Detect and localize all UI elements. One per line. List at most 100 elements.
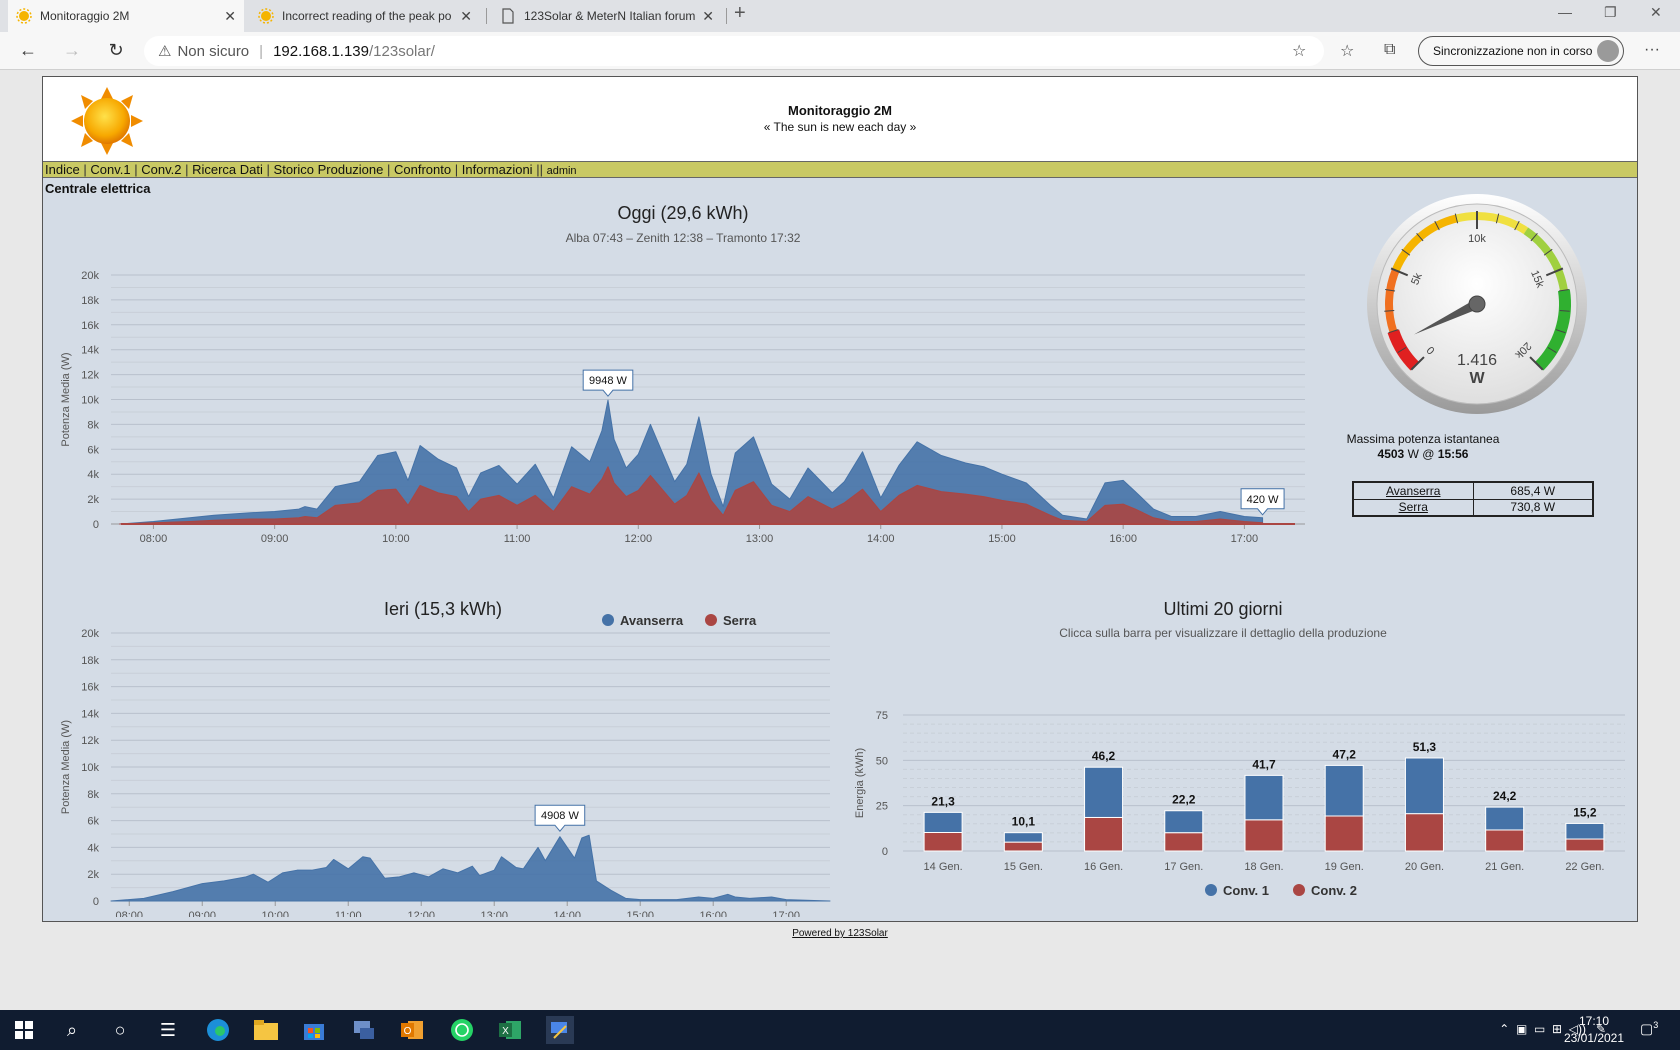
- excel-icon[interactable]: X: [496, 1016, 524, 1044]
- bar-conv1: [1084, 766, 1124, 818]
- back-icon[interactable]: ←: [19, 40, 37, 60]
- gauge-tick: [1397, 346, 1407, 354]
- inverter-link-serra[interactable]: Serra: [1398, 500, 1428, 515]
- x-tick-label: 16:00: [699, 910, 727, 917]
- menu-separator: |: [134, 162, 138, 177]
- tab-incorrect-reading[interactable]: Incorrect reading of the peak po ✕: [250, 0, 480, 32]
- annotation-label: 4908 W: [541, 810, 580, 822]
- inverter-link-avanserra[interactable]: Avanserra: [1386, 483, 1441, 498]
- section-title: Centrale elettrica: [45, 181, 151, 196]
- bar-group[interactable]: [1324, 764, 1364, 852]
- search-icon[interactable]: ⌕: [66, 1019, 78, 1040]
- more-menu-icon[interactable]: ···: [1644, 41, 1660, 58]
- gauge-color-band: [1455, 212, 1529, 235]
- remote-desktop-icon[interactable]: [546, 1016, 574, 1044]
- close-tab-icon[interactable]: ✕: [702, 7, 714, 24]
- daily-energy-chart[interactable]: 0 25 50 75 Energia (kWh) 21,3 14 Gen. 10,1 15 Ge…: [843, 637, 1633, 921]
- x-tick-label: 17:00: [772, 910, 800, 917]
- gauge-tick: [1559, 310, 1570, 312]
- gauge-tick: [1543, 248, 1553, 256]
- network-app-icon[interactable]: [350, 1016, 378, 1044]
- y-tick-label: 16k: [81, 320, 99, 332]
- url-field[interactable]: ⚠ Non sicuro | 192.168.1.139/123solar/: [144, 36, 1324, 66]
- bar-conv2: [923, 832, 963, 852]
- x-tick-label: 18 Gen.: [1244, 861, 1283, 873]
- taskbar-clock[interactable]: 17:10 23/01/2021: [1552, 1013, 1636, 1047]
- gauge-tick: [1514, 220, 1520, 231]
- sync-button[interactable]: Sincronizzazione non in corso: [1418, 36, 1624, 66]
- task-view-icon[interactable]: ☰: [159, 1019, 177, 1040]
- x-tick-label: 14:00: [553, 910, 581, 917]
- bar-total-label: 22,2: [1172, 793, 1196, 807]
- tab-label: Monitoraggio 2M: [40, 9, 130, 23]
- bar-group[interactable]: [1003, 832, 1043, 852]
- gauge-unit: W: [1469, 370, 1485, 387]
- menu-item-indice[interactable]: Indice: [45, 162, 80, 177]
- x-tick-label: 14:00: [867, 533, 895, 545]
- x-tick-label: 17:00: [1231, 533, 1259, 545]
- notification-center-icon[interactable]: ▢3: [1640, 1020, 1659, 1037]
- bar-group[interactable]: [1565, 822, 1605, 852]
- inverter-name-cell: Serra: [1352, 498, 1474, 517]
- tab-forum[interactable]: 123Solar & MeterN Italian forum ✕: [492, 0, 722, 32]
- new-tab-icon[interactable]: +: [734, 2, 746, 24]
- gauge-tick: [1545, 267, 1564, 277]
- add-favorite-icon[interactable]: ☆: [1292, 43, 1307, 60]
- forward-icon[interactable]: →: [63, 40, 81, 60]
- outlook-icon[interactable]: O: [398, 1016, 426, 1044]
- svg-text:O: O: [404, 1026, 412, 1037]
- bar-conv2: [1164, 832, 1204, 852]
- warning-icon: ⚠: [158, 43, 172, 60]
- y-tick-label: 18k: [81, 655, 99, 667]
- menu-item-conv2[interactable]: Conv.2: [141, 162, 182, 177]
- y-tick-label: 10k: [81, 395, 99, 407]
- menu-item-ricerca-dati[interactable]: Ricerca Dati: [192, 162, 263, 177]
- y-tick-label: 12k: [81, 735, 99, 747]
- menu-item-storico-produzione[interactable]: Storico Produzione: [273, 162, 384, 177]
- bar-group[interactable]: [1244, 774, 1284, 852]
- bar-conv2: [1084, 816, 1124, 852]
- menu-item-conv1[interactable]: Conv.1: [90, 162, 131, 177]
- y-tick-label: 18k: [81, 295, 99, 307]
- menu-item-confronto[interactable]: Confronto: [394, 162, 452, 177]
- tab-monitoraggio[interactable]: Monitoraggio 2M ✕: [8, 0, 244, 32]
- close-window-icon[interactable]: ✕: [1650, 4, 1662, 20]
- edge-icon[interactable]: [204, 1016, 232, 1044]
- clock-time: 17:10: [1578, 1014, 1610, 1028]
- windows-start-icon[interactable]: [10, 1016, 38, 1044]
- close-tab-icon[interactable]: ✕: [460, 7, 472, 24]
- bar-group[interactable]: [1485, 806, 1525, 852]
- x-tick-label: 12:00: [407, 910, 435, 917]
- favorites-icon[interactable]: ☆: [1340, 43, 1355, 60]
- series-area-1: [118, 399, 1264, 525]
- bar-group[interactable]: [1084, 766, 1124, 852]
- file-explorer-icon[interactable]: [252, 1016, 280, 1044]
- bar-total-label: 46,2: [1092, 749, 1116, 763]
- max-power-line: 4503 W @ 15:56: [1273, 447, 1573, 462]
- bar-group[interactable]: [1164, 810, 1204, 852]
- collections-icon[interactable]: ⧉: [1384, 41, 1396, 58]
- close-tab-icon[interactable]: ✕: [224, 7, 236, 24]
- bar-group[interactable]: [923, 811, 963, 852]
- store-icon[interactable]: [300, 1016, 328, 1044]
- tab-label: Incorrect reading of the peak po: [282, 9, 452, 23]
- system-tray-icons[interactable]: ⌃ ▣ ▭ ⊞ ◁)) ✎: [1499, 1022, 1606, 1036]
- bar-group[interactable]: [1404, 757, 1444, 852]
- reload-icon[interactable]: ↻: [108, 40, 124, 60]
- powered-by-link[interactable]: Powered by 123Solar: [792, 928, 888, 939]
- menu-item-informazioni[interactable]: Informazioni: [461, 162, 533, 177]
- whatsapp-icon[interactable]: [448, 1016, 476, 1044]
- menu-item-admin[interactable]: admin: [546, 165, 577, 177]
- x-tick-label: 11:00: [335, 910, 362, 917]
- y-tick-label: 2k: [87, 494, 99, 506]
- restore-icon[interactable]: ❐: [1604, 4, 1617, 20]
- yesterday-power-chart[interactable]: 0 2k 4k 6k 8k 10k 12k 14k 16k 18k 20k 08:00 09:00 10:…: [43, 617, 843, 917]
- minimize-icon[interactable]: —: [1558, 4, 1572, 20]
- max-power-block: Massima potenza istantanea 4503 W @ 15:5…: [1273, 432, 1573, 462]
- x-tick-label: 15:00: [626, 910, 654, 917]
- bar-conv2: [1324, 815, 1364, 852]
- taskbar: ⌕ ○ ☰ O X ⌃ ▣ ▭ ⊞ ◁)) ✎ 17:10 23/01/2021…: [0, 1010, 1680, 1050]
- x-tick-label: 08:00: [115, 910, 143, 917]
- today-power-chart[interactable]: 0 2k 4k 6k 8k 10k 12k 14k 16k 18k 20k 08:00 09:00 10:…: [43, 247, 1323, 687]
- cortana-icon[interactable]: ○: [114, 1019, 126, 1040]
